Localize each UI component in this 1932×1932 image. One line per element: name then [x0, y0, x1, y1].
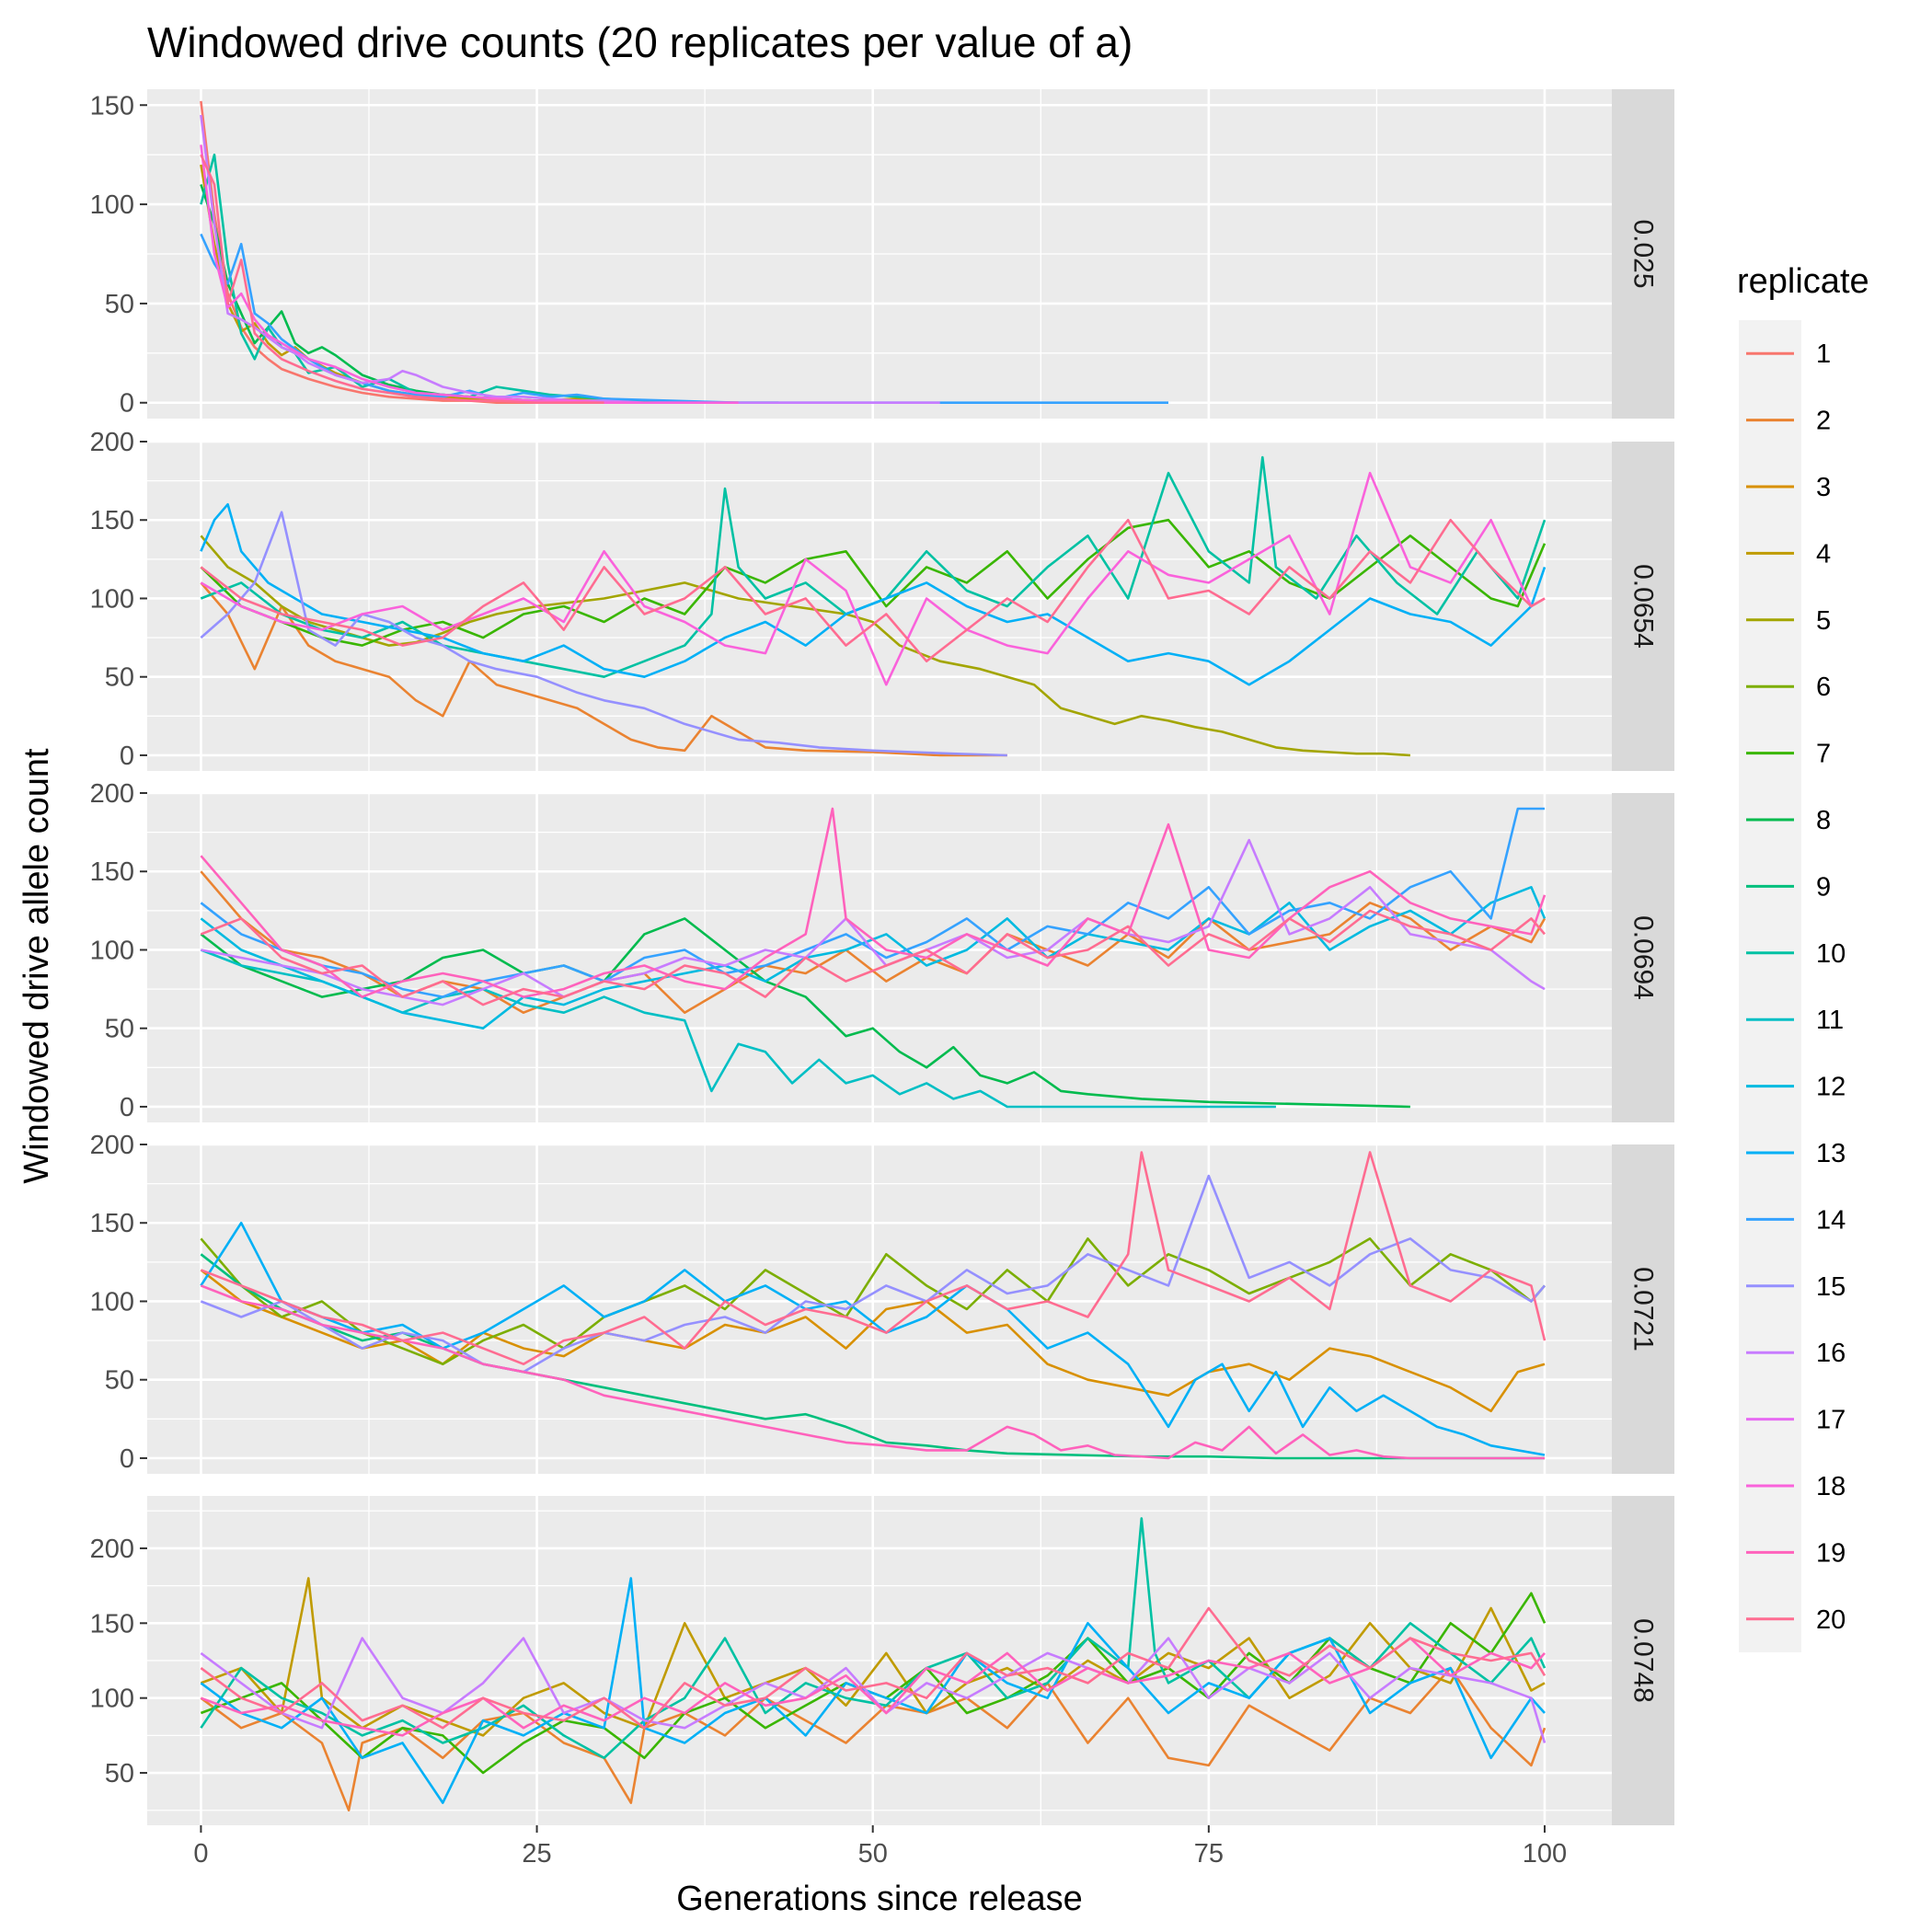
y-tick-label: 50 [105, 663, 134, 693]
y-tick-label: 150 [90, 91, 134, 121]
legend-entry-label: 16 [1816, 1339, 1846, 1368]
x-tick-label: 100 [1523, 1839, 1567, 1869]
legend-entry-label: 3 [1816, 473, 1831, 502]
legend-key-background [1739, 320, 1801, 1652]
y-tick-label: 150 [90, 1209, 134, 1238]
x-axis-title: Generations since release [676, 1880, 1082, 1918]
series-line-replicate-19 [200, 1284, 1545, 1460]
legend-entry-label: 14 [1816, 1205, 1846, 1235]
series-line-replicate-20 [200, 909, 1546, 1006]
facet-strip [1612, 1144, 1674, 1474]
chart-title: Windowed drive counts (20 replicates per… [147, 18, 1133, 66]
y-tick-label: 50 [105, 290, 134, 319]
y-tick-label: 100 [90, 936, 134, 965]
legend-entry-label: 1 [1816, 339, 1831, 369]
series-group [200, 1151, 1547, 1460]
legend-entry-label: 7 [1816, 740, 1831, 769]
legend-entry-label: 8 [1816, 806, 1831, 835]
y-tick-label: 100 [90, 1287, 134, 1317]
facet-panel: 0 50 100 150 200 0.0654 [90, 428, 1674, 771]
legend-entry-label: 9 [1816, 872, 1831, 902]
series-line-replicate-20 [200, 154, 604, 405]
facet-strip-label: 0.025 [1628, 219, 1659, 288]
facet-strip [1612, 442, 1674, 771]
legend-entry-label: 18 [1816, 1472, 1846, 1501]
x-tick-label: 25 [522, 1839, 551, 1869]
y-tick-label: 150 [90, 1609, 134, 1639]
facet-panel: 0 50 100 150 200 0.0721 [90, 1131, 1674, 1474]
x-tick-label: 50 [858, 1839, 888, 1869]
series-line-replicate-18 [200, 471, 1546, 686]
facet-strip [1612, 1496, 1674, 1825]
legend-title: replicate [1737, 262, 1869, 301]
y-tick-label: 0 [120, 1093, 134, 1122]
legend-entry-label: 11 [1816, 1006, 1844, 1035]
series-group [200, 1517, 1547, 1811]
legend-entry-label: 6 [1816, 673, 1831, 702]
legend-entry-label: 13 [1816, 1139, 1846, 1168]
legend-entry-label: 2 [1816, 407, 1831, 436]
y-tick-label: 150 [90, 857, 134, 887]
y-tick-label: 200 [90, 779, 134, 809]
legend-entry-label: 12 [1816, 1073, 1846, 1102]
legend-entry-label: 5 [1816, 606, 1831, 636]
y-tick-label: 50 [105, 1759, 134, 1788]
series-line-replicate-20 [200, 518, 1546, 663]
y-tick-label: 200 [90, 428, 134, 457]
y-tick-label: 100 [90, 1685, 134, 1714]
y-tick-label: 150 [90, 506, 134, 535]
legend-entry-label: 4 [1816, 539, 1831, 569]
series-line-replicate-15 [200, 511, 1007, 757]
legend-entry-label: 15 [1816, 1272, 1846, 1302]
series-line-replicate-13 [200, 502, 1547, 686]
y-tick-label: 0 [120, 389, 134, 419]
legend-entry-label: 20 [1816, 1605, 1846, 1635]
facet-panel: 0 50 100 150 0.025 [90, 89, 1674, 419]
facet-strip-label: 0.0654 [1628, 564, 1659, 649]
x-tick-label: 0 [193, 1839, 208, 1869]
y-tick-label: 200 [90, 1131, 134, 1160]
y-tick-label: 50 [105, 1015, 134, 1044]
panel-background [147, 1144, 1612, 1474]
y-tick-label: 200 [90, 1535, 134, 1564]
legend-entry-label: 19 [1816, 1538, 1846, 1568]
facet-panel: 50 100 150 200 0.0748 [90, 1496, 1674, 1825]
y-tick-label: 100 [90, 190, 134, 220]
series-line-replicate-20 [200, 1606, 1547, 1730]
series-line-replicate-12 [200, 885, 1547, 1029]
series-line-replicate-5 [200, 535, 1410, 757]
facet-strip-label: 0.0748 [1628, 1618, 1659, 1703]
facet-strip [1612, 89, 1674, 419]
y-axis-title: Windowed drive allele count [17, 748, 56, 1184]
y-tick-label: 50 [105, 1366, 134, 1396]
series-line-replicate-20 [200, 1151, 1547, 1365]
facet-panel: 0 50 100 150 200 0.0694 [90, 779, 1674, 1122]
series-line-replicate-2 [200, 581, 1007, 757]
series-group [200, 100, 1168, 405]
y-tick-label: 100 [90, 584, 134, 614]
facet-strip-label: 0.0721 [1628, 1267, 1659, 1351]
series-line-replicate-3 [200, 1269, 1546, 1413]
x-tick-label: 75 [1194, 1839, 1224, 1869]
series-group [200, 807, 1547, 1109]
facet-strip-label: 0.0694 [1628, 915, 1659, 1000]
series-line-replicate-15 [200, 1174, 1546, 1374]
y-tick-label: 0 [120, 1444, 134, 1474]
facet-strip [1612, 793, 1674, 1122]
series-line-replicate-19 [200, 807, 1547, 998]
legend-entry-label: 17 [1816, 1406, 1846, 1435]
y-tick-label: 0 [120, 742, 134, 771]
series-line-replicate-7 [200, 518, 1547, 647]
legend-entry-label: 10 [1816, 939, 1846, 969]
series-group [200, 455, 1547, 757]
